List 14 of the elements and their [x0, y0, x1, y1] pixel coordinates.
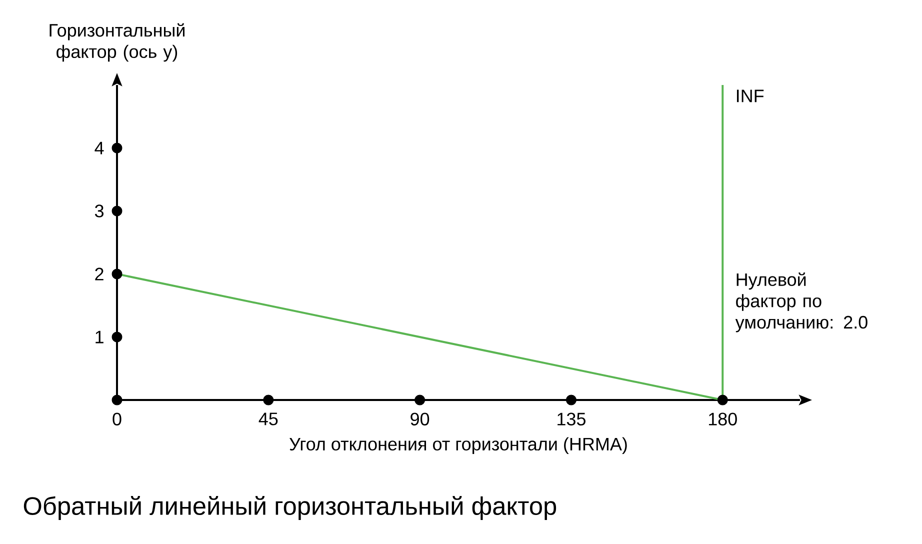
x-tick-label: 135: [558, 412, 586, 426]
annotation: Нулевой фактор по умолчанию: 2.0: [735, 272, 868, 332]
x-tick-label: 180: [708, 412, 737, 426]
x-tick-label: 90: [410, 412, 430, 426]
x-tick-label: 45: [258, 412, 278, 426]
x-tick-label: 0: [112, 412, 122, 426]
x-axis-title: Угол отклонения от горизонтали (HRMA): [290, 437, 627, 454]
y-tick-label: 1: [96, 330, 104, 344]
y-tick-label: 2: [95, 268, 104, 280]
ref-line-label: INF: [736, 90, 764, 102]
y-tick-label: 3: [94, 204, 104, 218]
y-tick-label: 4: [94, 142, 104, 154]
y-axis-title: Горизонтальный фактор (ось y): [50, 23, 184, 62]
text: Обратный линейный горизонтальный фактор: [24, 496, 556, 520]
